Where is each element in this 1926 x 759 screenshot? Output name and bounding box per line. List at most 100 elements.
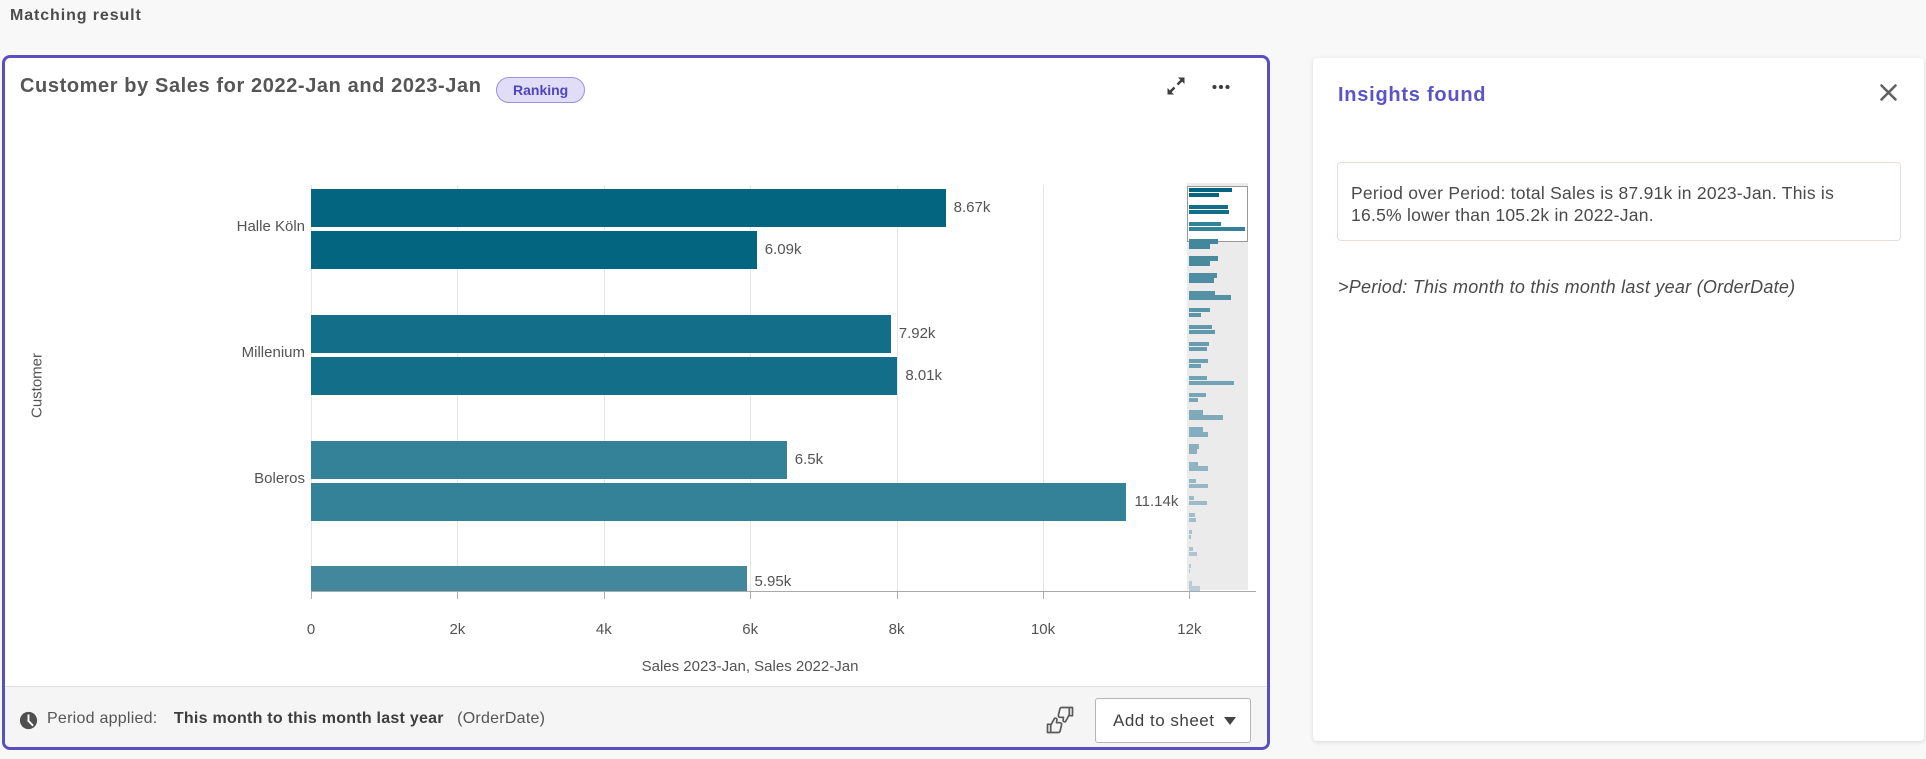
x-axis-tick [896,592,898,599]
period-applied-field: (OrderDate) [452,710,546,727]
card-footer: Period applied: This month to this month… [5,686,1267,747]
bar-value-label: 6.5k [794,450,824,468]
more-options-icon [1212,84,1230,90]
y-category-label: Boleros [254,469,305,487]
bar-value-label: 11.14k [1134,492,1179,510]
chart-minimap[interactable] [1187,183,1248,591]
insights-panel-title: Insights found [1338,84,1487,106]
minimap-bar [1188,410,1204,415]
chart-title: Customer by Sales for 2022-Jan and 2023-… [20,75,482,97]
minimap-bar [1188,290,1215,295]
clock-icon [19,711,38,730]
bar-sales-2023-jan[interactable] [311,189,946,228]
minimap-bar [1188,358,1209,364]
y-category-label: Halle Köln [236,218,305,236]
close-button[interactable] [1876,80,1900,104]
minimap-bar [1188,398,1199,403]
minimap-bar [1188,295,1232,300]
period-applied-label: Period applied: [47,710,163,727]
bar-value-label: 8.01k [905,366,943,384]
bar-sales-2023-jan[interactable] [311,314,891,353]
minimap-bar [1188,273,1217,278]
bar-value-label: 7.92k [898,324,936,342]
minimap-bar [1188,222,1222,227]
x-tick-label: 4k [595,621,612,638]
expand-icon [1167,77,1185,95]
minimap-bar [1188,529,1193,535]
page-title: Matching result [10,7,142,24]
add-to-sheet-button[interactable]: Add to sheet [1095,698,1251,743]
period-note: >Period: This month to this month last y… [1338,277,1796,297]
minimap-bar [1188,244,1211,249]
minimap-bar [1188,329,1215,335]
minimap-bar [1188,534,1191,540]
minimap-bar [1188,432,1208,437]
minimap-bar [1188,209,1229,215]
x-tick-label: 6k [742,621,759,638]
minimap-bar [1188,205,1229,210]
minimap-bar [1188,569,1190,574]
x-axis-tick [1189,592,1191,599]
minimap-bar [1188,278,1214,283]
gridline [1043,185,1044,592]
bar-sales-2023-jan[interactable] [311,566,747,592]
insight-text-box[interactable]: Period over Period: total Sales is 87.91… [1337,162,1901,241]
minimap-bar [1188,427,1203,432]
minimap-bar [1188,307,1211,312]
bar-sales-2022-jan[interactable] [311,482,1127,521]
minimap-bar [1188,363,1202,369]
x-axis-tick [1043,592,1044,599]
expand-button[interactable] [1163,73,1189,99]
caret-down-icon [1224,716,1236,725]
x-tick-label: 12k [1177,621,1202,638]
feedback-button[interactable] [1045,705,1075,735]
minimap-bar [1188,478,1197,483]
ranking-badge: Ranking [496,77,586,103]
minimap-bar [1188,564,1191,569]
x-tick-label: 10k [1030,621,1056,638]
minimap-bar [1188,444,1199,449]
period-applied-value: This month to this month last year [169,710,449,727]
minimap-bar [1188,380,1234,386]
minimap-bar [1188,346,1207,352]
minimap-bar [1188,461,1199,466]
minimap-bar [1188,324,1213,330]
insight-text-line: Period over Period: total Sales is 87.91… [1351,183,1835,203]
x-axis-line [311,591,1256,592]
minimap-bar [1188,586,1200,591]
minimap-bar [1188,449,1198,454]
x-axis-tick [457,592,459,599]
insight-text-line: 16.5% lower than 105.2k in 2022-Jan. [1351,205,1654,225]
bar-sales-2022-jan[interactable] [311,356,898,395]
thumbs-up-down-icon [1046,706,1074,734]
minimap-bar [1188,192,1220,198]
minimap-bar [1188,312,1201,317]
minimap-bar [1188,483,1209,488]
minimap-bar [1188,581,1192,586]
minimap-bar [1188,547,1194,552]
x-axis-tick [311,592,312,599]
y-axis-title: Customer [28,352,46,419]
minimap-bar [1188,261,1211,266]
bar-sales-2023-jan[interactable] [311,440,787,479]
minimap-bar [1188,256,1218,261]
minimap-bar [1188,393,1207,398]
bar-value-label: 5.95k [754,573,792,590]
x-tick-label: 2k [449,621,466,638]
minimap-bar [1188,227,1245,232]
insights-panel: Insights found Period over Period: total… [1313,58,1924,741]
minimap-bar [1188,341,1209,347]
more-options-button[interactable] [1208,74,1234,100]
plot-area[interactable]: 8.67k 6.09k 7.92k 8.01k 6.5k 11.14k 5.95k [311,185,1256,592]
minimap-bar [1188,187,1233,193]
minimap-bar [1188,239,1219,244]
minimap-bar [1188,517,1197,523]
x-tick-label: 0 [306,621,316,638]
bar-sales-2022-jan[interactable] [311,231,757,270]
chart-card[interactable]: Customer by Sales for 2022-Jan and 2023-… [2,55,1270,750]
period-applied-text: Period applied: This month to this month… [47,689,545,749]
bar-value-label: 6.09k [764,241,802,259]
add-to-sheet-label: Add to sheet [1113,710,1215,730]
close-icon [1879,83,1897,101]
x-tick-label: 8k [888,621,905,638]
